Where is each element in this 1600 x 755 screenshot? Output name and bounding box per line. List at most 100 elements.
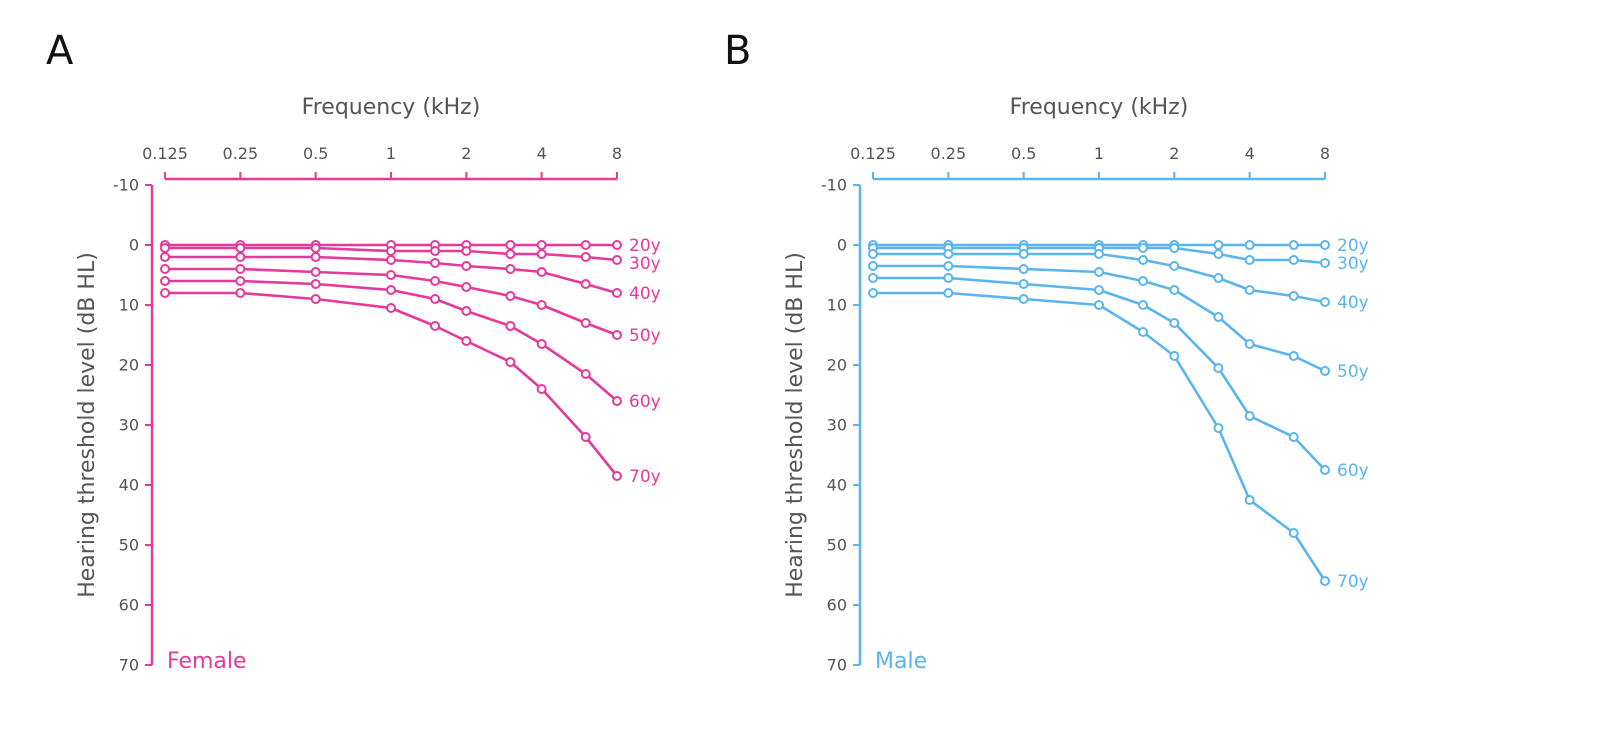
data-point (1018, 279, 1029, 289)
data-point (612, 396, 622, 406)
data-point (1138, 327, 1149, 337)
data-point (1018, 294, 1029, 304)
data-point (1320, 297, 1330, 307)
series-70y (160, 288, 622, 481)
data-point (310, 279, 321, 289)
y-tick-label: 70 (827, 656, 847, 675)
y-tick-label: 10 (119, 296, 139, 315)
y-tick-label: 30 (827, 416, 847, 435)
series-50y (868, 261, 1330, 376)
data-point (461, 246, 472, 256)
sex-annotation: Male (875, 649, 927, 674)
data-point (1213, 249, 1224, 259)
series-line (165, 255, 618, 295)
y-tick-label: -10 (821, 176, 847, 195)
data-point (160, 252, 170, 262)
series-20y (160, 240, 622, 250)
series-line (873, 264, 1326, 373)
data-point (1320, 240, 1330, 250)
data-point (386, 270, 396, 280)
y-tick-label: 10 (827, 296, 847, 315)
data-point (1169, 243, 1180, 253)
data-point (430, 276, 441, 286)
data-point (1138, 276, 1149, 286)
data-point (505, 264, 516, 274)
data-point (1244, 411, 1255, 421)
series-end-label: 60y (629, 392, 661, 412)
data-point (430, 294, 441, 304)
series-end-label: 70y (1337, 572, 1369, 592)
x-tick-label: 0.5 (1011, 144, 1036, 163)
y-axis-title: Hearing threshold level (dB HL) (75, 252, 100, 598)
data-point (310, 267, 321, 277)
y-tick-label: 30 (119, 416, 139, 435)
x-tick-label: 1 (386, 144, 396, 163)
data-point (1094, 267, 1104, 277)
data-point (1244, 339, 1255, 349)
data-point (1169, 351, 1180, 361)
data-point (1288, 291, 1299, 301)
data-point (536, 300, 547, 310)
y-tick-label: 60 (827, 596, 847, 615)
series-end-label: 40y (629, 284, 661, 304)
data-point (235, 243, 246, 253)
x-tick-label: 0.125 (850, 144, 896, 163)
data-point (1288, 255, 1299, 265)
data-point (1320, 366, 1330, 376)
data-point (160, 276, 170, 286)
y-axis-title: Hearing threshold level (dB HL) (783, 252, 808, 598)
data-point (1169, 261, 1180, 271)
x-tick-label: 0.25 (931, 144, 967, 163)
series-40y (160, 252, 622, 298)
data-point (386, 303, 396, 313)
chart-panel-b: 0.125 0.25 0.5 1 2 4 8 Frequency (kHz) -10 0 10 20 3… (783, 95, 1369, 675)
y-tick-label: 70 (119, 656, 139, 675)
x-tick-label: 0.5 (303, 144, 328, 163)
data-point (430, 246, 441, 256)
series-60y (160, 276, 622, 406)
data-point (1138, 255, 1149, 265)
data-point (580, 240, 591, 250)
y-tick-label: 0 (129, 236, 139, 255)
series-end-label: 30y (629, 254, 661, 274)
series-line (165, 291, 619, 477)
data-point (505, 321, 516, 331)
data-point (1018, 249, 1029, 259)
data-point (580, 279, 591, 289)
x-tick-label: 0.125 (142, 144, 188, 163)
data-point (386, 285, 396, 295)
panel-a-letter: A (46, 28, 74, 74)
y-tick-label: 20 (827, 356, 847, 375)
data-point (505, 357, 516, 367)
y-tick-label: 20 (119, 356, 139, 375)
x-tick-label: 4 (537, 144, 547, 163)
series-line (873, 276, 1326, 471)
series-line (165, 246, 618, 262)
data-point (1244, 285, 1255, 295)
x-tick-label: 0.25 (223, 144, 259, 163)
series-line (165, 267, 618, 337)
series-40y (868, 249, 1330, 307)
data-point (1213, 312, 1224, 322)
data-point (1094, 285, 1104, 295)
chart-panel-a: 0.125 0.25 0.5 1 2 4 8 Frequency (kHz) -10 0 10 20 3… (75, 95, 661, 675)
series-end-label: 40y (1337, 293, 1369, 313)
x-tick-label: 4 (1245, 144, 1255, 163)
y-tick-label: 40 (827, 476, 847, 495)
series-line (165, 279, 618, 402)
data-point (536, 384, 547, 394)
data-point (461, 261, 472, 271)
data-point (235, 252, 246, 262)
data-point (310, 252, 321, 262)
data-point (1094, 249, 1104, 259)
data-point (612, 288, 622, 298)
data-point (580, 318, 591, 328)
series-50y (160, 264, 622, 340)
data-point (868, 249, 878, 259)
data-point (536, 267, 547, 277)
series-end-label: 70y (629, 467, 661, 487)
series-30y (868, 243, 1330, 268)
data-point (1320, 258, 1330, 268)
x-tick-label: 8 (1320, 144, 1330, 163)
series-end-label: 50y (1337, 362, 1369, 382)
